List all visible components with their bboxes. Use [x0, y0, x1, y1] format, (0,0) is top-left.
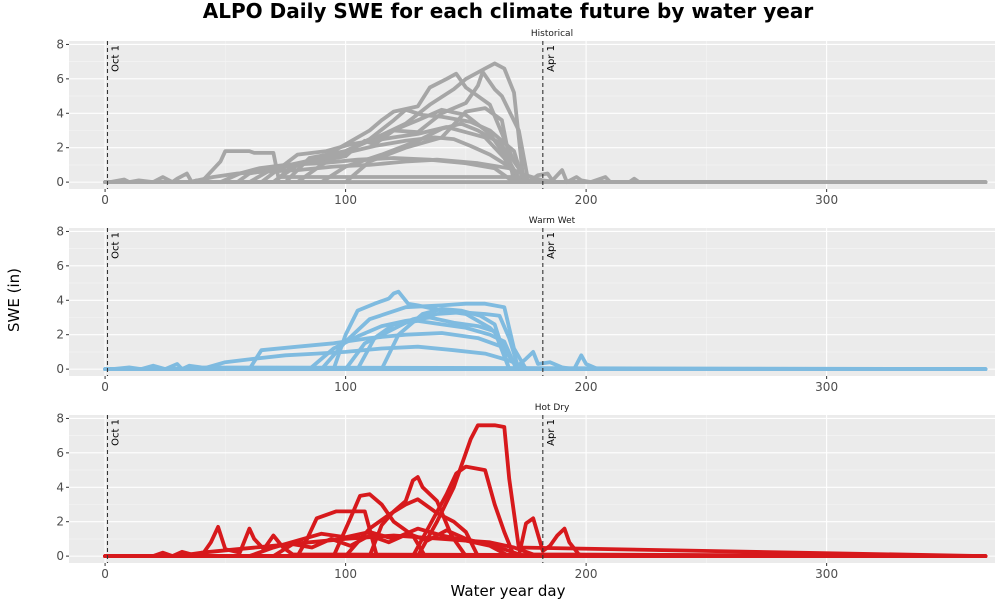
series-line — [103, 168, 988, 184]
series-line — [103, 319, 988, 371]
reference-line-label: Oct 1 — [110, 45, 121, 72]
x-tick-label: 0 — [101, 567, 109, 581]
y-tick-label: 0 — [56, 175, 64, 189]
y-tick-label: 8 — [56, 224, 64, 238]
y-tick-label: 6 — [56, 259, 64, 273]
x-tick-label: 300 — [815, 193, 838, 207]
x-tick-label: 100 — [334, 193, 357, 207]
y-tick-label: 4 — [56, 480, 64, 494]
series-line — [103, 464, 988, 558]
y-tick-label: 0 — [56, 362, 64, 376]
y-tick-label: 8 — [56, 37, 64, 51]
y-tick-label: 2 — [56, 328, 64, 342]
x-tick-label: 200 — [575, 380, 598, 394]
series-line — [103, 350, 988, 371]
series-line — [103, 149, 988, 184]
y-tick-label: 2 — [56, 141, 64, 155]
x-tick-label: 300 — [815, 380, 838, 394]
y-tick-label: 6 — [56, 72, 64, 86]
y-axis-label: SWE (in) — [5, 268, 23, 332]
y-tick-label: 2 — [56, 515, 64, 529]
x-axis-label: Water year day — [451, 582, 566, 600]
panel-warm-wet: Warm Wet 0 2 4 6 8 0 100 200 300 Oct 1 Apr 1 — [56, 213, 995, 394]
series-line — [103, 528, 988, 558]
strip-background — [69, 213, 995, 228]
y-tick-label: 8 — [56, 411, 64, 425]
reference-line-label: Oct 1 — [110, 232, 121, 259]
strip-label: Hot Dry — [535, 403, 570, 413]
x-tick-label: 300 — [815, 567, 838, 581]
reference-line-label: Apr 1 — [546, 232, 557, 259]
reference-line-label: Apr 1 — [546, 45, 557, 72]
series-line — [103, 492, 988, 558]
series-line — [103, 516, 988, 558]
strip-label: Warm Wet — [529, 216, 576, 226]
strip-background — [69, 26, 995, 41]
panel-historical: Historical 0 2 4 6 8 0 100 200 300 Oct 1 Apr 1 — [56, 26, 995, 207]
series-line — [103, 125, 988, 184]
x-tick-label: 0 — [101, 380, 109, 394]
panel-hot-dry: Hot Dry 0 2 4 6 8 0 100 200 300 Oct 1 Apr 1 — [56, 400, 995, 581]
chart-title: ALPO Daily SWE for each climate future b… — [203, 0, 814, 23]
y-tick-label: 4 — [56, 106, 64, 120]
series-group — [103, 61, 988, 184]
panel-background — [69, 415, 995, 563]
panel-background — [69, 41, 995, 189]
reference-line-label: Apr 1 — [546, 419, 557, 446]
x-tick-label: 200 — [575, 567, 598, 581]
reference-line-label: Oct 1 — [110, 419, 121, 446]
x-tick-label: 0 — [101, 193, 109, 207]
y-tick-label: 6 — [56, 446, 64, 460]
x-tick-label: 100 — [334, 567, 357, 581]
x-tick-label: 200 — [575, 193, 598, 207]
series-line — [103, 307, 988, 371]
series-line — [103, 310, 988, 371]
strip-background — [69, 400, 995, 415]
strip-label: Historical — [531, 29, 573, 39]
series-line — [103, 106, 988, 184]
series-group — [103, 423, 988, 558]
series-line — [103, 525, 988, 558]
y-tick-label: 4 — [56, 293, 64, 307]
y-tick-label: 0 — [56, 549, 64, 563]
series-group — [103, 289, 988, 371]
x-tick-label: 100 — [334, 380, 357, 394]
